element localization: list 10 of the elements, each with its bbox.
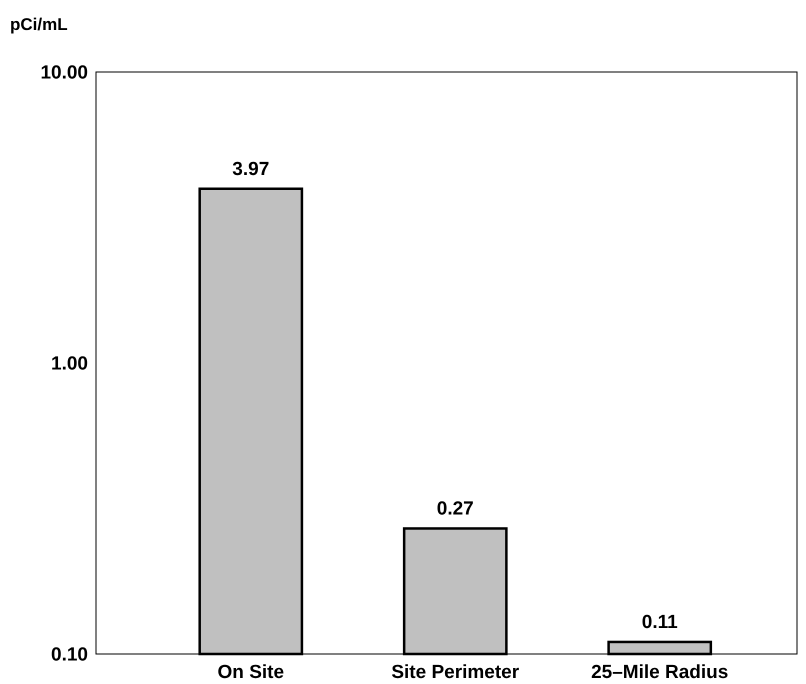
y-tick-label: 0.10 [51, 644, 88, 666]
data-label: 3.97 [232, 158, 270, 180]
y-tick-label: 10.00 [40, 62, 88, 84]
y-axis-title: pCi/mL [10, 15, 68, 34]
y-tick-label: 1.00 [51, 354, 88, 375]
x-tick-label: On Site [218, 662, 284, 683]
data-label: 0.11 [642, 612, 678, 633]
data-label: 0.27 [436, 498, 474, 520]
x-tick-label: 25–Mile Radius [591, 662, 728, 683]
x-tick-label: Site Perimeter [391, 662, 520, 683]
